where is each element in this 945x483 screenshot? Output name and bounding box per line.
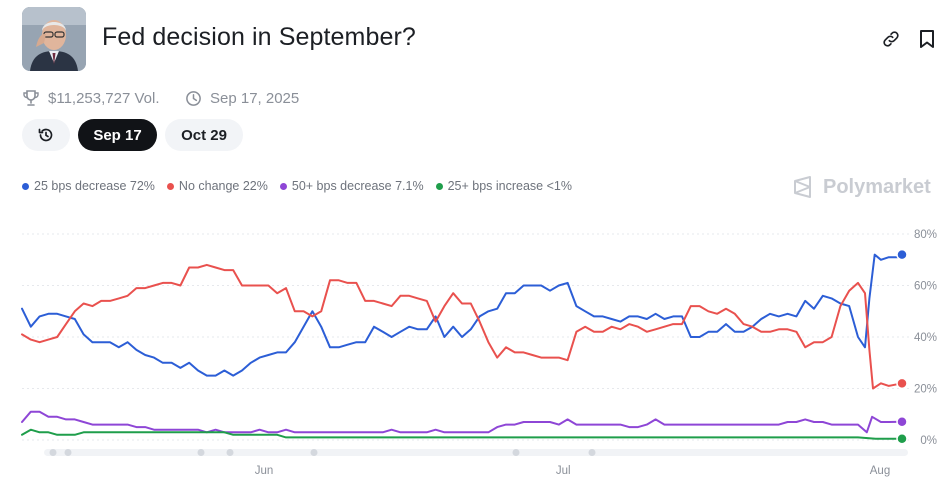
bookmark-icon[interactable]: [918, 29, 936, 49]
y-tick-label: 60%: [914, 281, 937, 293]
series-line[interactable]: [21, 253, 903, 377]
legend-dot: [166, 182, 174, 190]
legend-dot: [22, 182, 29, 190]
tab-oct-29[interactable]: Oct 29: [165, 119, 243, 151]
x-tick-label: Aug: [870, 465, 890, 477]
portrait-image: [22, 7, 86, 71]
series-end-dot: [896, 248, 908, 261]
y-tick-label: 20%: [914, 384, 937, 396]
history-icon: [38, 128, 53, 142]
series-end-dot: [896, 432, 908, 445]
series-end-dot: [896, 415, 908, 428]
date-meta: Sep 17, 2025: [185, 88, 299, 108]
history-button[interactable]: [22, 119, 70, 151]
legend-item: 25+ bps increase <1%: [435, 179, 572, 193]
series-line[interactable]: [21, 263, 903, 390]
polymarket-watermark: Polymarket: [791, 175, 931, 199]
probability-chart[interactable]: 0% 20% 40% 60% 80% Jun Jul Aug: [0, 220, 945, 483]
volume-text: $11,253,727 Vol.: [48, 89, 160, 107]
page-title: Fed decision in September?: [102, 23, 416, 51]
legend-label: 25 bps decrease 72%: [34, 179, 155, 193]
x-tick-label: Jul: [556, 465, 571, 477]
trophy-icon: [23, 90, 39, 106]
scrollbar-marker: [49, 449, 57, 456]
range-scrollbar[interactable]: [44, 449, 908, 456]
y-tick-label: 0%: [920, 435, 937, 447]
legend-item: 25 bps decrease 72%: [22, 179, 155, 193]
scrollbar-marker: [588, 449, 596, 456]
scrollbar-marker: [197, 449, 205, 456]
y-tick-label: 40%: [914, 332, 937, 344]
scrollbar-marker: [310, 449, 318, 456]
y-tick-label: 80%: [914, 229, 937, 241]
series-end-dot: [896, 377, 908, 390]
tab-sep-17[interactable]: Sep 17: [78, 119, 157, 151]
scrollbar-marker: [226, 449, 234, 456]
series-line[interactable]: [21, 410, 903, 434]
legend-label: 25+ bps increase <1%: [447, 179, 572, 193]
series-line[interactable]: [21, 428, 903, 440]
polymarket-logo-icon: [794, 176, 811, 198]
end-date-text: Sep 17, 2025: [210, 89, 300, 107]
legend-item: No change 22%: [166, 179, 268, 193]
brand-name: Polymarket: [823, 175, 931, 198]
scrollbar-marker: [64, 449, 72, 456]
legend-label: No change 22%: [178, 179, 268, 193]
market-avatar: [22, 7, 86, 71]
legend-label: 50+ bps decrease 7.1%: [291, 179, 424, 193]
link-icon[interactable]: [881, 29, 901, 49]
x-tick-label: Jun: [255, 465, 274, 477]
scrollbar-marker: [512, 449, 520, 456]
legend-item: 50+ bps decrease 7.1%: [279, 179, 424, 193]
legend-dot: [435, 182, 443, 190]
chart-legend: 25 bps decrease 72% No change 22% 50+ bp…: [22, 179, 584, 193]
clock-icon: [186, 90, 201, 106]
volume-meta: $11,253,727 Vol.: [22, 88, 160, 108]
legend-dot: [279, 182, 287, 190]
